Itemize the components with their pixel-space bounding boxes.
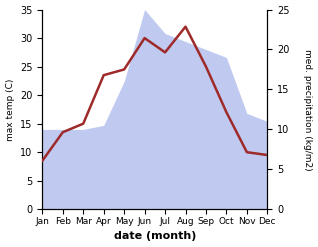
Y-axis label: med. precipitation (kg/m2): med. precipitation (kg/m2) <box>303 49 313 170</box>
X-axis label: date (month): date (month) <box>114 231 196 242</box>
Y-axis label: max temp (C): max temp (C) <box>5 78 15 141</box>
